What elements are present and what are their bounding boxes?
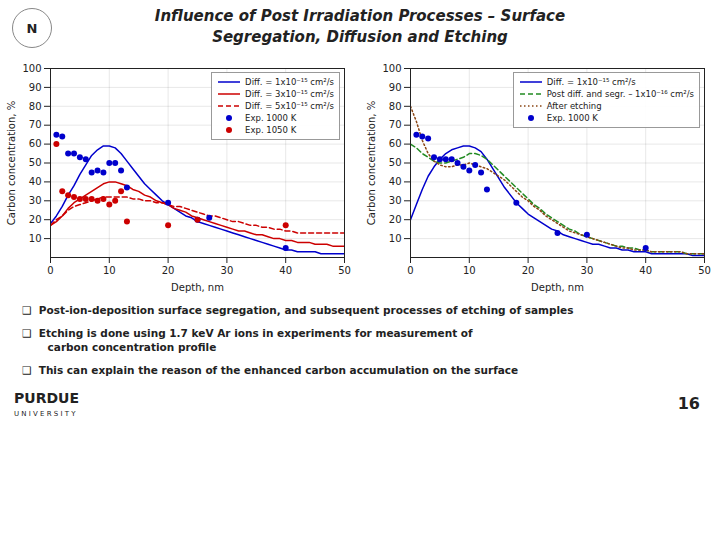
html-text:After etching: After etching: [546, 101, 602, 111]
html-text:Diff. = 5x10⁻¹⁵ cm²/s: Diff. = 5x10⁻¹⁵ cm²/s: [245, 101, 334, 111]
html-text:Diff. = 1x10⁻¹⁵ cm²/s: Diff. = 1x10⁻¹⁵ cm²/s: [546, 77, 636, 87]
svg-text:40: 40: [639, 265, 652, 276]
html-text:Exp. 1050 K: Exp. 1050 K: [245, 125, 297, 135]
html-text:Post diff. and segr. – 1x10⁻¹⁶: Post diff. and segr. – 1x10⁻¹⁶ cm²/s: [546, 89, 694, 99]
svg-text:0: 0: [47, 265, 53, 276]
html-text:PURDUE: PURDUE: [14, 390, 79, 406]
svg-text:50: 50: [389, 157, 402, 168]
svg-text:60: 60: [389, 138, 402, 149]
svg-text:40: 40: [279, 265, 292, 276]
svg-text:Carbon concentration, %: Carbon concentration, %: [366, 101, 377, 225]
svg-text:Carbon concentration, %: Carbon concentration, %: [6, 101, 17, 225]
svg-text:10: 10: [463, 265, 476, 276]
svg-text:20: 20: [29, 214, 42, 225]
svg-text:30: 30: [389, 195, 402, 206]
svg-text:70: 70: [389, 119, 402, 130]
svg-text:80: 80: [29, 101, 42, 112]
html-text:N: N: [26, 20, 38, 36]
svg-text:50: 50: [338, 265, 351, 276]
svg-text:100: 100: [382, 63, 401, 74]
html-text:❑ Post-ion-deposition surface: ❑ Post-ion-deposition surface segregatio…: [22, 304, 574, 316]
svg-text:90: 90: [389, 82, 402, 93]
svg-text:10: 10: [29, 233, 42, 244]
html-text:Segregation, Diffusion and Etc: Segregation, Diffusion and Etching: [212, 28, 508, 46]
html-text:Diff. = 1x10⁻¹⁵ cm²/s: Diff. = 1x10⁻¹⁵ cm²/s: [245, 77, 334, 87]
svg-text:Depth, nm: Depth, nm: [531, 282, 584, 293]
svg-text:60: 60: [29, 138, 42, 149]
html-text:Exp. 1000 K: Exp. 1000 K: [546, 113, 598, 123]
html-text:Exp. 1000 K: Exp. 1000 K: [245, 113, 297, 123]
html-text:Diff. = 3x10⁻¹⁵ cm²/s: Diff. = 3x10⁻¹⁵ cm²/s: [245, 89, 334, 99]
svg-text:40: 40: [389, 176, 402, 187]
svg-text:30: 30: [29, 195, 42, 206]
html-text:16: 16: [677, 394, 700, 413]
svg-text:70: 70: [29, 119, 42, 130]
svg-text:20: 20: [389, 214, 402, 225]
svg-text:0: 0: [407, 265, 413, 276]
svg-text:30: 30: [581, 265, 594, 276]
svg-text:Depth, nm: Depth, nm: [171, 282, 224, 293]
html-text:Influence of Post Irradiation: Influence of Post Irradiation Processes …: [154, 7, 566, 25]
svg-text:90: 90: [29, 82, 42, 93]
svg-text:80: 80: [389, 101, 402, 112]
svg-text:30: 30: [221, 265, 234, 276]
svg-text:40: 40: [29, 176, 42, 187]
svg-text:20: 20: [522, 265, 535, 276]
html-text:❑ Etching is done using 1.7 ke: ❑ Etching is done using 1.7 keV Ar ions …: [22, 327, 473, 353]
svg-text:50: 50: [29, 157, 42, 168]
svg-text:10: 10: [103, 265, 116, 276]
svg-text:100: 100: [22, 63, 41, 74]
svg-text:50: 50: [698, 265, 711, 276]
svg-text:10: 10: [389, 233, 402, 244]
html-text:❑ This can explain the reason: ❑ This can explain the reason of the enh…: [22, 364, 519, 376]
svg-text:20: 20: [162, 265, 175, 276]
html-text:U N I V E R S I T Y: U N I V E R S I T Y: [14, 410, 76, 418]
